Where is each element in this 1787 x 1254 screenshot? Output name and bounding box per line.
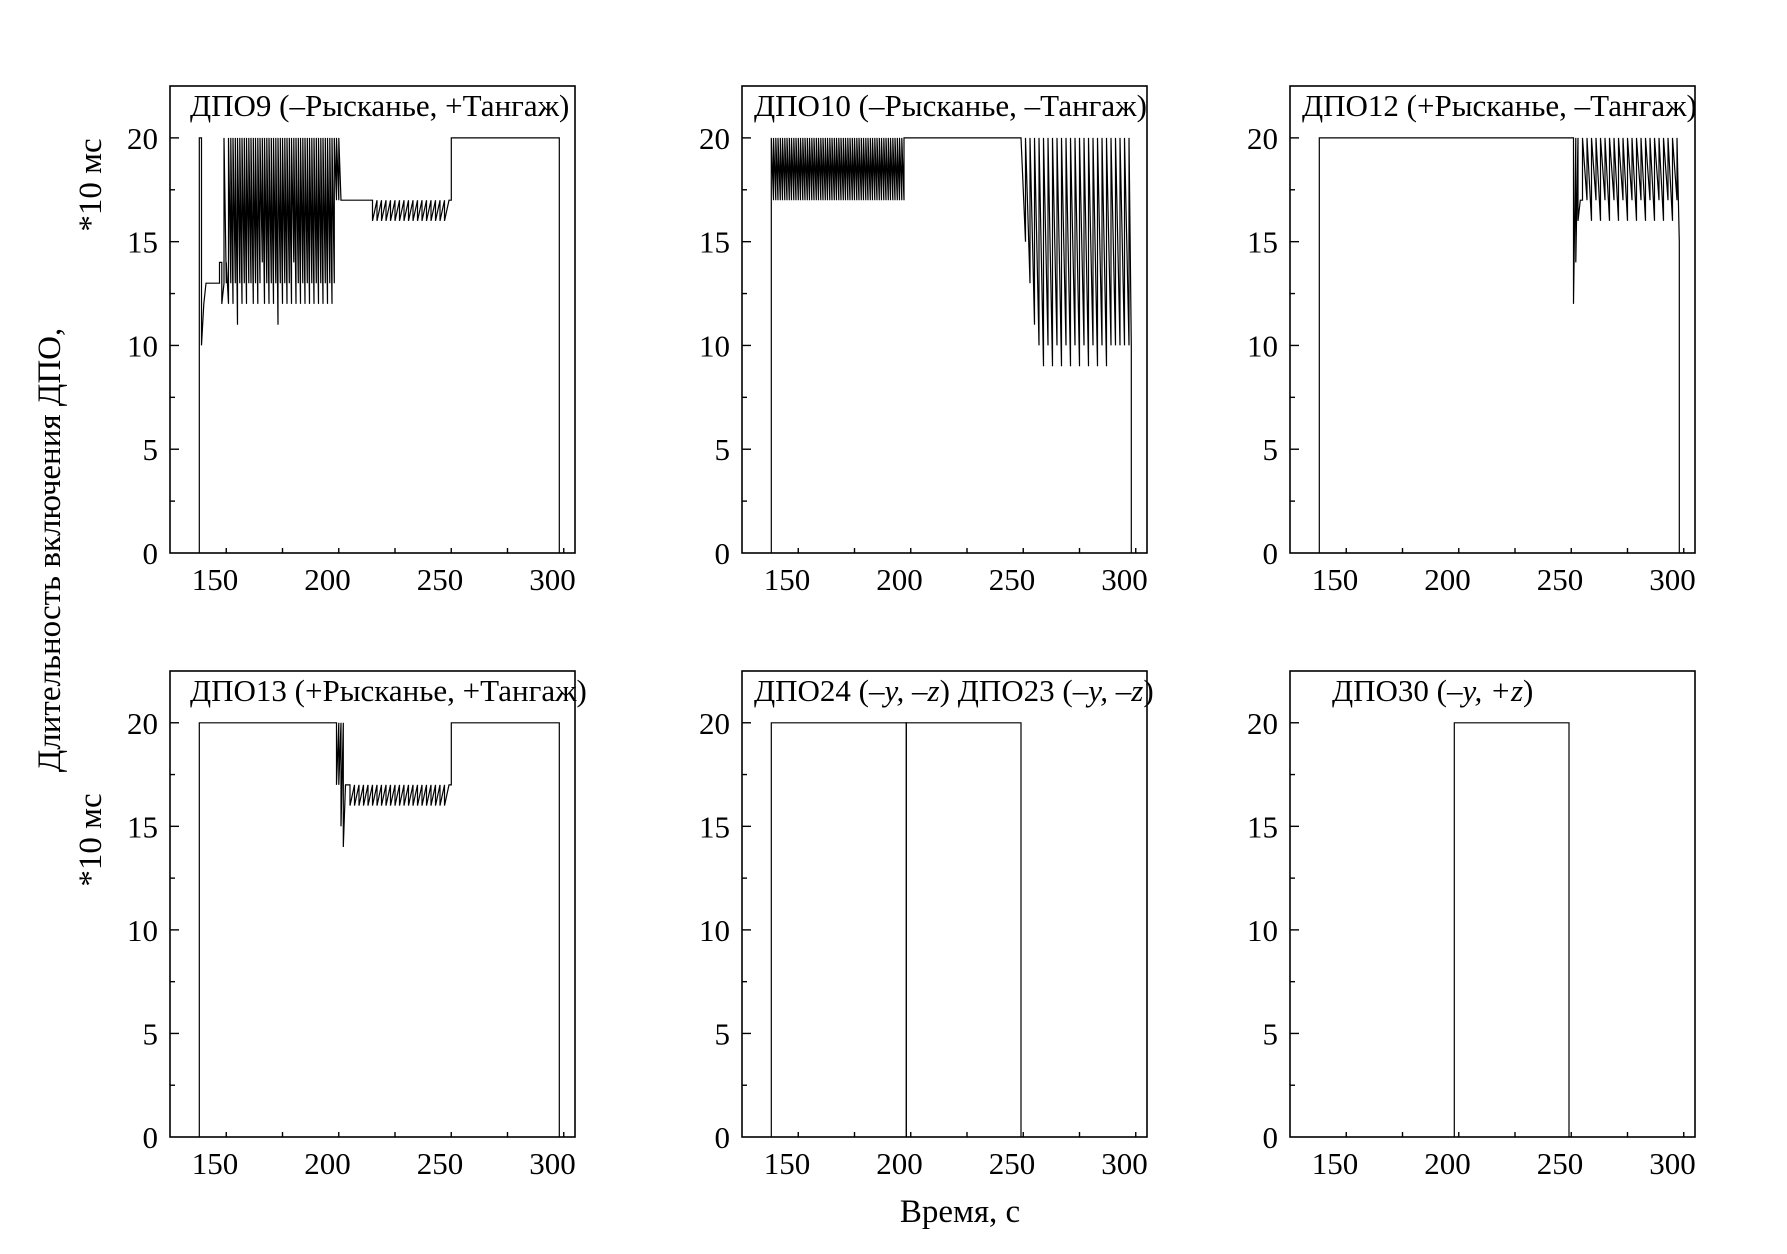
x-tick-label: 150 — [764, 562, 811, 597]
plot-frame — [169, 670, 576, 1138]
y-tick-label: 10 — [127, 913, 158, 948]
y-tick-label: 0 — [143, 1120, 159, 1155]
x-tick-label: 200 — [1424, 1146, 1471, 1181]
y-tick-label: 0 — [1263, 1120, 1279, 1155]
x-tick-label: 200 — [876, 562, 923, 597]
x-tick-label: 300 — [529, 562, 576, 597]
y-axis-title-upper: Длительность включения ДПО, — [32, 328, 68, 772]
plot-frame — [169, 85, 576, 554]
panel-title-part: ДПО13 (+Рысканье, +Тангаж) — [190, 673, 587, 708]
x-tick-label: 300 — [529, 1146, 576, 1181]
x-tick-label: 150 — [1312, 562, 1359, 597]
series-line — [1318, 137, 1680, 553]
chart-panel: 150 200 250 300 0 5 10 15 20 ДПО9 (–Рысканье, +Та… — [127, 85, 576, 597]
y-tick-label: 0 — [715, 536, 731, 571]
panel-title-part: ДПО9 (–Рысканье, +Тангаж) — [190, 88, 569, 123]
y-tick-label: 0 — [143, 536, 159, 571]
panel-title: ДПО10 (–Рысканье, –Тангаж) — [754, 88, 1147, 123]
panel-title-part: –y, +z — [1446, 673, 1523, 708]
x-tick-label: 250 — [1537, 562, 1584, 597]
panel-title-part: ) ДПО23 ( — [940, 673, 1073, 708]
chart-panel: 150 200 250 300 0 5 10 15 20 ДПО30 (–y, +z) — [1247, 670, 1696, 1181]
y-tick-label: 15 — [699, 225, 730, 260]
series-line — [770, 722, 907, 1137]
y-tick-label: 5 — [1263, 432, 1279, 467]
y-tick-label: 15 — [1247, 225, 1278, 260]
y-tick-label: 20 — [1247, 706, 1278, 741]
y-tick-label: 15 — [127, 809, 158, 844]
y-tick-label: 5 — [143, 432, 159, 467]
plot-frame — [741, 670, 1148, 1138]
x-tick-label: 200 — [304, 1146, 351, 1181]
plot-frame — [1289, 670, 1696, 1138]
chart-panel: 150 200 250 300 0 5 10 15 20 ДПО12 (+Рысканье, –Т… — [1247, 85, 1697, 597]
y-tick-label: 5 — [1263, 1016, 1279, 1051]
y-tick-label: 10 — [699, 328, 730, 363]
x-tick-label: 250 — [417, 562, 464, 597]
y-tick-label: 20 — [1247, 121, 1278, 156]
x-tick-label: 300 — [1101, 562, 1148, 597]
panel-title-part: ДПО12 (+Рысканье, –Тангаж) — [1302, 88, 1697, 123]
y-axis-title-lower-units: *10 мс — [73, 793, 109, 886]
x-tick-label: 200 — [304, 562, 351, 597]
series-line — [905, 722, 1022, 1137]
x-tick-label: 150 — [1312, 1146, 1359, 1181]
panel-title-part: ДПО10 (–Рысканье, –Тангаж) — [754, 88, 1147, 123]
y-tick-label: 15 — [699, 809, 730, 844]
panel-title-part: ДПО24 ( — [754, 673, 869, 708]
x-tick-label: 250 — [1537, 1146, 1584, 1181]
x-tick-label: 150 — [192, 1146, 239, 1181]
panel-title-part: ДПО30 ( — [1332, 673, 1447, 708]
x-axis-title: Время, с — [900, 1194, 1020, 1230]
series-line — [1453, 722, 1570, 1137]
panel-title: ДПО12 (+Рысканье, –Тангаж) — [1302, 88, 1697, 123]
y-tick-label: 10 — [127, 328, 158, 363]
panel-title: ДПО13 (+Рысканье, +Тангаж) — [190, 673, 587, 708]
panel-title-part: ) — [1523, 673, 1533, 708]
x-tick-label: 250 — [989, 562, 1036, 597]
series-line — [198, 137, 560, 553]
panel-title-part: –y, –z — [868, 673, 940, 708]
series-line — [198, 722, 560, 1137]
y-axis-title-upper-units: *10 мс — [73, 138, 109, 231]
y-tick-label: 20 — [699, 121, 730, 156]
y-tick-label: 5 — [715, 432, 731, 467]
panel-title: ДПО9 (–Рысканье, +Тангаж) — [190, 88, 569, 123]
x-tick-label: 250 — [989, 1146, 1036, 1181]
y-tick-label: 0 — [715, 1120, 731, 1155]
panel-title: ДПО30 (–y, +z) — [1332, 673, 1533, 708]
plot-frame — [1289, 85, 1696, 554]
y-tick-label: 20 — [127, 706, 158, 741]
y-tick-label: 0 — [1263, 536, 1279, 571]
x-tick-label: 200 — [876, 1146, 923, 1181]
x-tick-label: 250 — [417, 1146, 464, 1181]
y-tick-label: 10 — [1247, 913, 1278, 948]
x-tick-label: 150 — [192, 562, 239, 597]
y-tick-label: 15 — [1247, 809, 1278, 844]
panel-title: ДПО24 (–y, –z) ДПО23 (–y, –z) — [754, 673, 1154, 708]
y-tick-label: 20 — [699, 706, 730, 741]
y-tick-label: 20 — [127, 121, 158, 156]
x-tick-label: 200 — [1424, 562, 1471, 597]
y-tick-label: 5 — [143, 1016, 159, 1051]
x-tick-label: 150 — [764, 1146, 811, 1181]
x-tick-label: 300 — [1649, 1146, 1696, 1181]
panel-title-part: ) — [1143, 673, 1153, 708]
y-tick-label: 15 — [127, 225, 158, 260]
x-tick-label: 300 — [1101, 1146, 1148, 1181]
x-tick-label: 300 — [1649, 562, 1696, 597]
chart-panel: 150 200 250 300 0 5 10 15 20 ДПО13 (+Рысканье, +Т… — [127, 670, 587, 1181]
series-line — [770, 137, 1132, 553]
y-tick-label: 5 — [715, 1016, 731, 1051]
panel-title-part: –y, –z — [1072, 673, 1144, 708]
y-tick-label: 10 — [1247, 328, 1278, 363]
chart-panel: 150 200 250 300 0 5 10 15 20 ДПО10 (–Рысканье, –Т… — [699, 85, 1148, 597]
y-tick-label: 10 — [699, 913, 730, 948]
plot-frame — [741, 85, 1148, 554]
